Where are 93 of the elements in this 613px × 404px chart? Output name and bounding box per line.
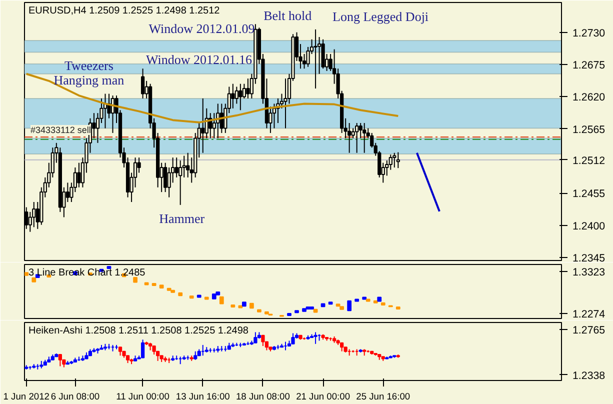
- y-tick-label: 1.3323: [572, 266, 606, 278]
- x-tick-label: 18 Jun 08:00: [236, 392, 290, 402]
- candlestick: [77, 162, 81, 188]
- candlestick: [246, 78, 250, 99]
- bar: [373, 300, 378, 304]
- bar: [24, 272, 29, 276]
- bar: [204, 296, 209, 300]
- annotation: Hanging man: [54, 72, 125, 88]
- bar: [396, 306, 400, 310]
- bar: [230, 304, 236, 308]
- annotation: Tweezers: [64, 58, 114, 74]
- ref-line-label: #34333112 sell: [30, 125, 91, 136]
- candlestick: [254, 332, 258, 344]
- candlestick: [348, 122, 352, 154]
- bar: [347, 300, 352, 312]
- candlestick: [314, 28, 318, 89]
- bar: [46, 274, 52, 278]
- bar: [32, 277, 36, 282]
- annotation: Window 2012.01.09: [148, 20, 255, 36]
- bar: [377, 296, 382, 302]
- x-tick-label: 21 Jun 00:00: [296, 392, 350, 402]
- bar: [170, 290, 176, 293]
- bar: [216, 292, 220, 296]
- y-tick-label: 1.2730: [572, 27, 606, 40]
- bar: [320, 303, 326, 308]
- candlestick: [362, 122, 366, 154]
- candlestick: [291, 332, 295, 344]
- bar: [242, 302, 246, 307]
- bar: [354, 298, 360, 302]
- annotation: Window 2012.01.16: [146, 52, 253, 67]
- bar: [340, 306, 344, 310]
- annotation: Belt hold: [264, 8, 312, 23]
- bar: [328, 302, 333, 305]
- bar: [257, 309, 262, 312]
- bar: [152, 283, 156, 286]
- chart-title: 3 Line Break Chart 1.2485: [28, 268, 146, 278]
- bar: [166, 288, 172, 291]
- y-tick-label: 1.2455: [572, 188, 606, 200]
- chart-title: EURUSD,H4 1.2509 1.2525 1.2498 1.2512: [28, 6, 220, 16]
- bar: [287, 312, 292, 316]
- x-tick-label: 6 Jun 08:00: [50, 392, 100, 402]
- candlestick: [58, 354, 62, 367]
- candlestick: [392, 152, 396, 168]
- candlestick: [178, 160, 182, 206]
- bar: [212, 294, 216, 300]
- bar: [159, 284, 164, 288]
- candlestick: [314, 332, 318, 344]
- candlestick: [140, 339, 145, 358]
- bar: [380, 302, 386, 306]
- y-tick-label: 1.2565: [572, 124, 606, 136]
- y-tick-label: 1.2338: [572, 370, 606, 382]
- y-tick-label: 1.2620: [572, 92, 606, 104]
- x-tick-label: 13 Jun 16:00: [176, 392, 230, 402]
- candlestick: [140, 68, 145, 99]
- bar: [302, 308, 306, 312]
- candlestick: [201, 98, 205, 154]
- bar: [196, 294, 202, 298]
- bar: [310, 306, 314, 310]
- annotation: Long Legged Doji: [332, 8, 429, 24]
- candlestick: [231, 83, 235, 109]
- x-tick-label: 1 Jun 2012: [3, 392, 50, 402]
- bar: [366, 298, 370, 302]
- bar: [178, 292, 183, 296]
- bar: [144, 282, 149, 286]
- candlestick: [355, 122, 359, 154]
- y-tick-label: 1.2345: [572, 252, 606, 265]
- y-tick-label: 1.2400: [572, 220, 606, 232]
- bar: [250, 302, 254, 309]
- bar: [362, 296, 367, 300]
- bar: [264, 311, 269, 314]
- chart-title: Heiken-Ashi 1.2508 1.2511 1.2508 1.2525 1.2498: [28, 326, 249, 336]
- bar: [189, 296, 194, 299]
- y-tick-label: 1.2765: [572, 324, 606, 337]
- candlestick: [238, 83, 242, 111]
- candlestick: [174, 157, 178, 178]
- annotation: Hammer: [159, 211, 206, 226]
- y-tick-label: 1.2675: [572, 60, 606, 72]
- y-tick-label: 1.2512: [572, 154, 606, 167]
- bar: [306, 306, 310, 310]
- bar: [133, 276, 138, 283]
- candlestick: [32, 201, 36, 228]
- bar: [238, 305, 243, 308]
- bar: [106, 266, 112, 270]
- x-tick-label: 25 Jun 16:00: [356, 392, 410, 402]
- y-tick-label: 1.2274: [572, 308, 606, 321]
- bar: [294, 310, 299, 314]
- candlestick: [261, 334, 265, 347]
- candlestick: [396, 152, 400, 169]
- line-series: [25, 72, 400, 124]
- bar: [336, 304, 340, 307]
- x-tick-label: 11 Jun 00:00: [116, 392, 170, 402]
- bar: [219, 296, 224, 304]
- candlestick: [284, 78, 288, 129]
